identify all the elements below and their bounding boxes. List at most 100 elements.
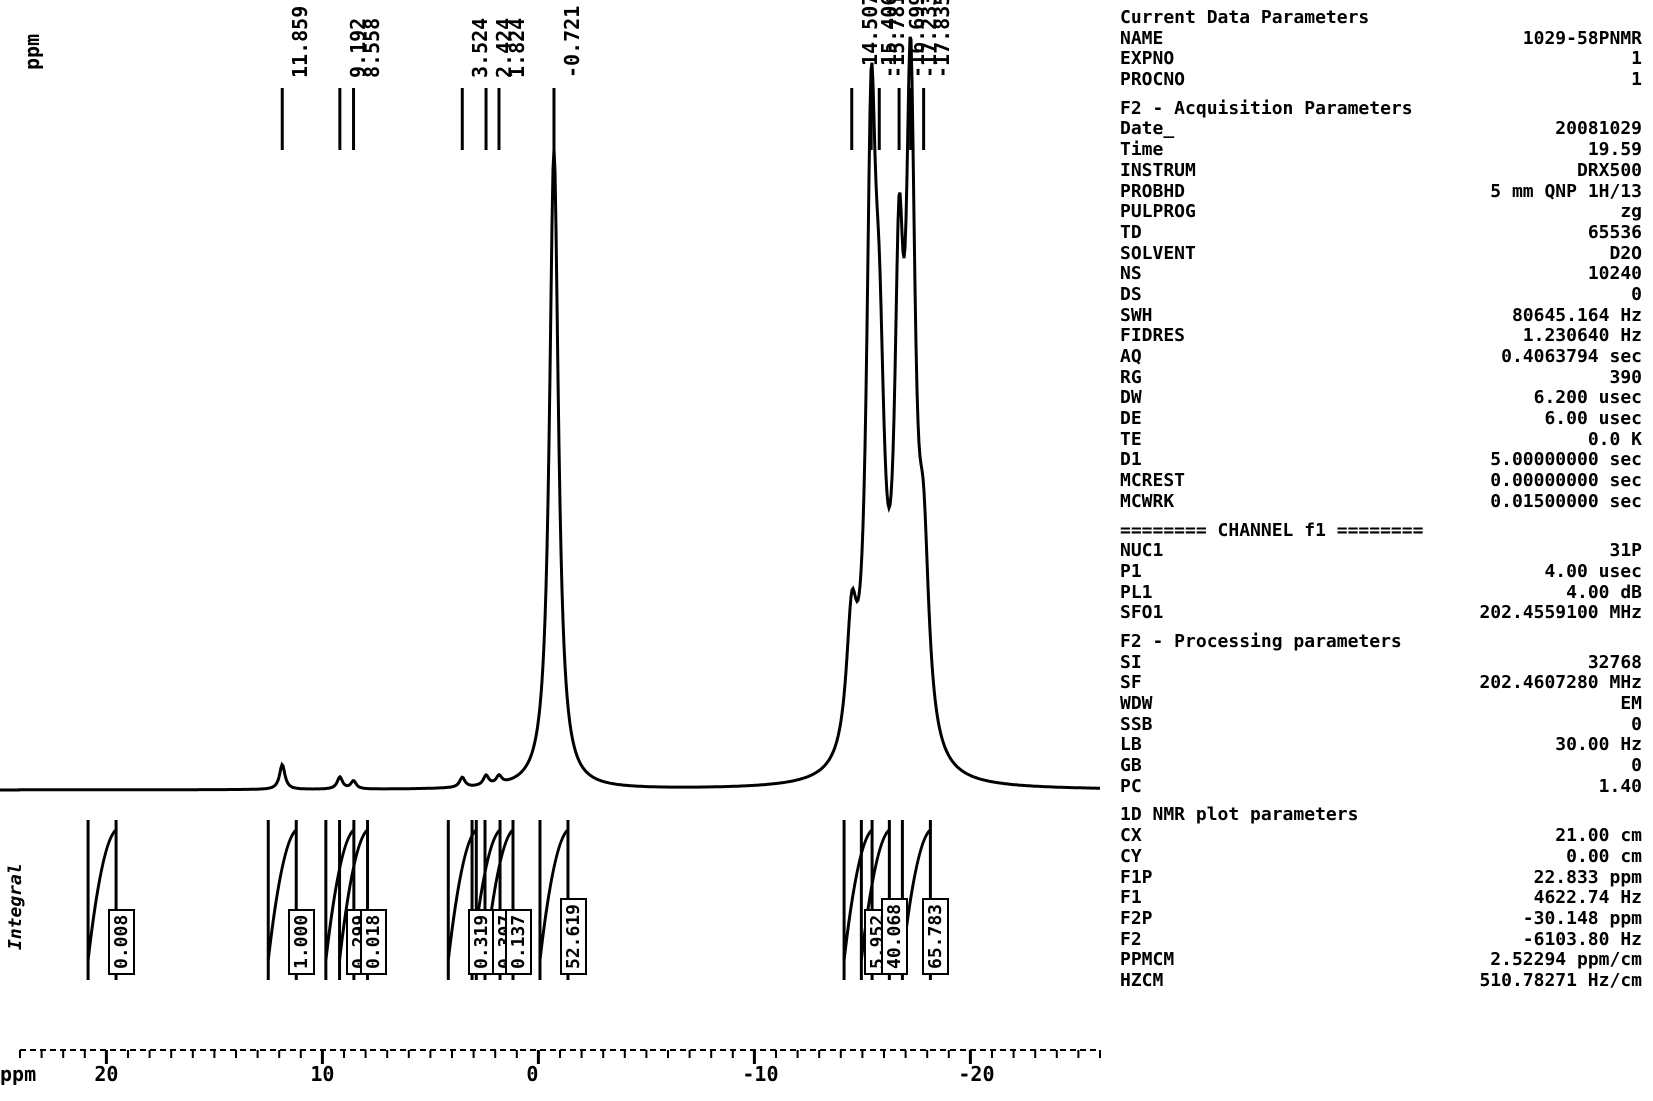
param-row: HZCM510.78271 Hz/cm bbox=[1120, 971, 1650, 992]
param-row: P14.00 usec bbox=[1120, 562, 1650, 583]
param-key: WDW bbox=[1120, 694, 1240, 715]
param-key: MCREST bbox=[1120, 471, 1240, 492]
param-row: TD65536 bbox=[1120, 223, 1650, 244]
peak-label: 8.558 bbox=[360, 18, 384, 78]
param-value: 10240 bbox=[1240, 264, 1650, 285]
peak-label: -17.835 bbox=[930, 0, 954, 78]
integral-value: 65.783 bbox=[922, 898, 949, 975]
param-row: SI32768 bbox=[1120, 653, 1650, 674]
param-row: F2P-30.148 ppm bbox=[1120, 909, 1650, 930]
param-row: Date_20081029 bbox=[1120, 119, 1650, 140]
param-row: AQ0.4063794 sec bbox=[1120, 347, 1650, 368]
param-row: MCWRK0.01500000 sec bbox=[1120, 492, 1650, 513]
param-key: GB bbox=[1120, 756, 1240, 777]
integral-value: 0.018 bbox=[360, 909, 387, 975]
param-key: DW bbox=[1120, 388, 1240, 409]
integral-value: 0.137 bbox=[505, 909, 532, 975]
param-value: 20081029 bbox=[1240, 119, 1650, 140]
param-value: 4.00 usec bbox=[1240, 562, 1650, 583]
axis-tick-label: 0 bbox=[526, 1062, 538, 1086]
param-value: -6103.80 Hz bbox=[1240, 930, 1650, 951]
param-value: 5.00000000 sec bbox=[1240, 450, 1650, 471]
param-value: 0 bbox=[1240, 715, 1650, 736]
param-value: zg bbox=[1240, 202, 1650, 223]
param-row: DW6.200 usec bbox=[1120, 388, 1650, 409]
param-key: SI bbox=[1120, 653, 1240, 674]
param-value: 30.00 Hz bbox=[1240, 735, 1650, 756]
param-key: LB bbox=[1120, 735, 1240, 756]
param-key: P1 bbox=[1120, 562, 1240, 583]
param-key: D1 bbox=[1120, 450, 1240, 471]
param-key: TE bbox=[1120, 430, 1240, 451]
param-key: PC bbox=[1120, 777, 1240, 798]
param-row: TE0.0 K bbox=[1120, 430, 1650, 451]
axis-tick-label: 10 bbox=[310, 1062, 334, 1086]
param-value: 21.00 cm bbox=[1240, 826, 1650, 847]
param-row: NUC131P bbox=[1120, 541, 1650, 562]
param-value: 0.4063794 sec bbox=[1240, 347, 1650, 368]
param-value: 510.78271 Hz/cm bbox=[1240, 971, 1650, 992]
param-value: 6.200 usec bbox=[1240, 388, 1650, 409]
param-key: NUC1 bbox=[1120, 541, 1240, 562]
param-value: D2O bbox=[1240, 244, 1650, 265]
param-key: F2 bbox=[1120, 930, 1240, 951]
param-row: FIDRES1.230640 Hz bbox=[1120, 326, 1650, 347]
param-row: PROCNO1 bbox=[1120, 70, 1650, 91]
param-value: 1029-58PNMR bbox=[1240, 29, 1650, 50]
param-section-header: F2 - Processing parameters bbox=[1120, 632, 1650, 653]
param-value: 2.52294 ppm/cm bbox=[1240, 950, 1650, 971]
param-key: CY bbox=[1120, 847, 1240, 868]
param-key: TD bbox=[1120, 223, 1240, 244]
param-row: NS10240 bbox=[1120, 264, 1650, 285]
param-key: HZCM bbox=[1120, 971, 1240, 992]
param-row: F14622.74 Hz bbox=[1120, 888, 1650, 909]
param-value: 202.4559100 MHz bbox=[1240, 603, 1650, 624]
param-row: WDWEM bbox=[1120, 694, 1650, 715]
peak-label: 3.524 bbox=[468, 18, 492, 78]
param-row: INSTRUMDRX500 bbox=[1120, 161, 1650, 182]
param-key: RG bbox=[1120, 368, 1240, 389]
param-key: F2P bbox=[1120, 909, 1240, 930]
param-key: SF bbox=[1120, 673, 1240, 694]
param-row: CX21.00 cm bbox=[1120, 826, 1650, 847]
param-value: 5 mm QNP 1H/13 bbox=[1240, 182, 1650, 203]
param-key: NS bbox=[1120, 264, 1240, 285]
param-row: PROBHD5 mm QNP 1H/13 bbox=[1120, 182, 1650, 203]
param-row: DS0 bbox=[1120, 285, 1650, 306]
param-value: 0 bbox=[1240, 756, 1650, 777]
param-value: 1 bbox=[1240, 49, 1650, 70]
axis-tick-label: 20 bbox=[94, 1062, 118, 1086]
integral-value: 40.068 bbox=[881, 898, 908, 975]
param-section-header: ======== CHANNEL f1 ======== bbox=[1120, 521, 1650, 542]
param-value: EM bbox=[1240, 694, 1650, 715]
param-value: 32768 bbox=[1240, 653, 1650, 674]
param-value: 31P bbox=[1240, 541, 1650, 562]
param-row: SF202.4607280 MHz bbox=[1120, 673, 1650, 694]
param-value: 1 bbox=[1240, 70, 1650, 91]
param-key: PPMCM bbox=[1120, 950, 1240, 971]
peak-label: 1.824 bbox=[505, 18, 529, 78]
param-value: 6.00 usec bbox=[1240, 409, 1650, 430]
integral-value: 1.000 bbox=[288, 909, 315, 975]
param-value: 0 bbox=[1240, 285, 1650, 306]
plot-area: ppm Integral 11.8599.1928.5583.5242.4241… bbox=[0, 0, 1110, 1080]
param-value: 65536 bbox=[1240, 223, 1650, 244]
param-value: 1.40 bbox=[1240, 777, 1650, 798]
param-row: GB0 bbox=[1120, 756, 1650, 777]
param-value: 4.00 dB bbox=[1240, 583, 1650, 604]
param-row: SFO1202.4559100 MHz bbox=[1120, 603, 1650, 624]
param-value: 202.4607280 MHz bbox=[1240, 673, 1650, 694]
param-value: 0.00000000 sec bbox=[1240, 471, 1650, 492]
axis-unit-label: ppm bbox=[0, 1062, 36, 1086]
param-value: 390 bbox=[1240, 368, 1650, 389]
param-row: SSB0 bbox=[1120, 715, 1650, 736]
param-key: FIDRES bbox=[1120, 326, 1240, 347]
integral-value: 52.619 bbox=[560, 898, 587, 975]
param-key: DS bbox=[1120, 285, 1240, 306]
param-row: F1P22.833 ppm bbox=[1120, 868, 1650, 889]
param-key: PULPROG bbox=[1120, 202, 1240, 223]
param-row: PC1.40 bbox=[1120, 777, 1650, 798]
param-row: LB30.00 Hz bbox=[1120, 735, 1650, 756]
param-value: DRX500 bbox=[1240, 161, 1650, 182]
param-row: MCREST0.00000000 sec bbox=[1120, 471, 1650, 492]
